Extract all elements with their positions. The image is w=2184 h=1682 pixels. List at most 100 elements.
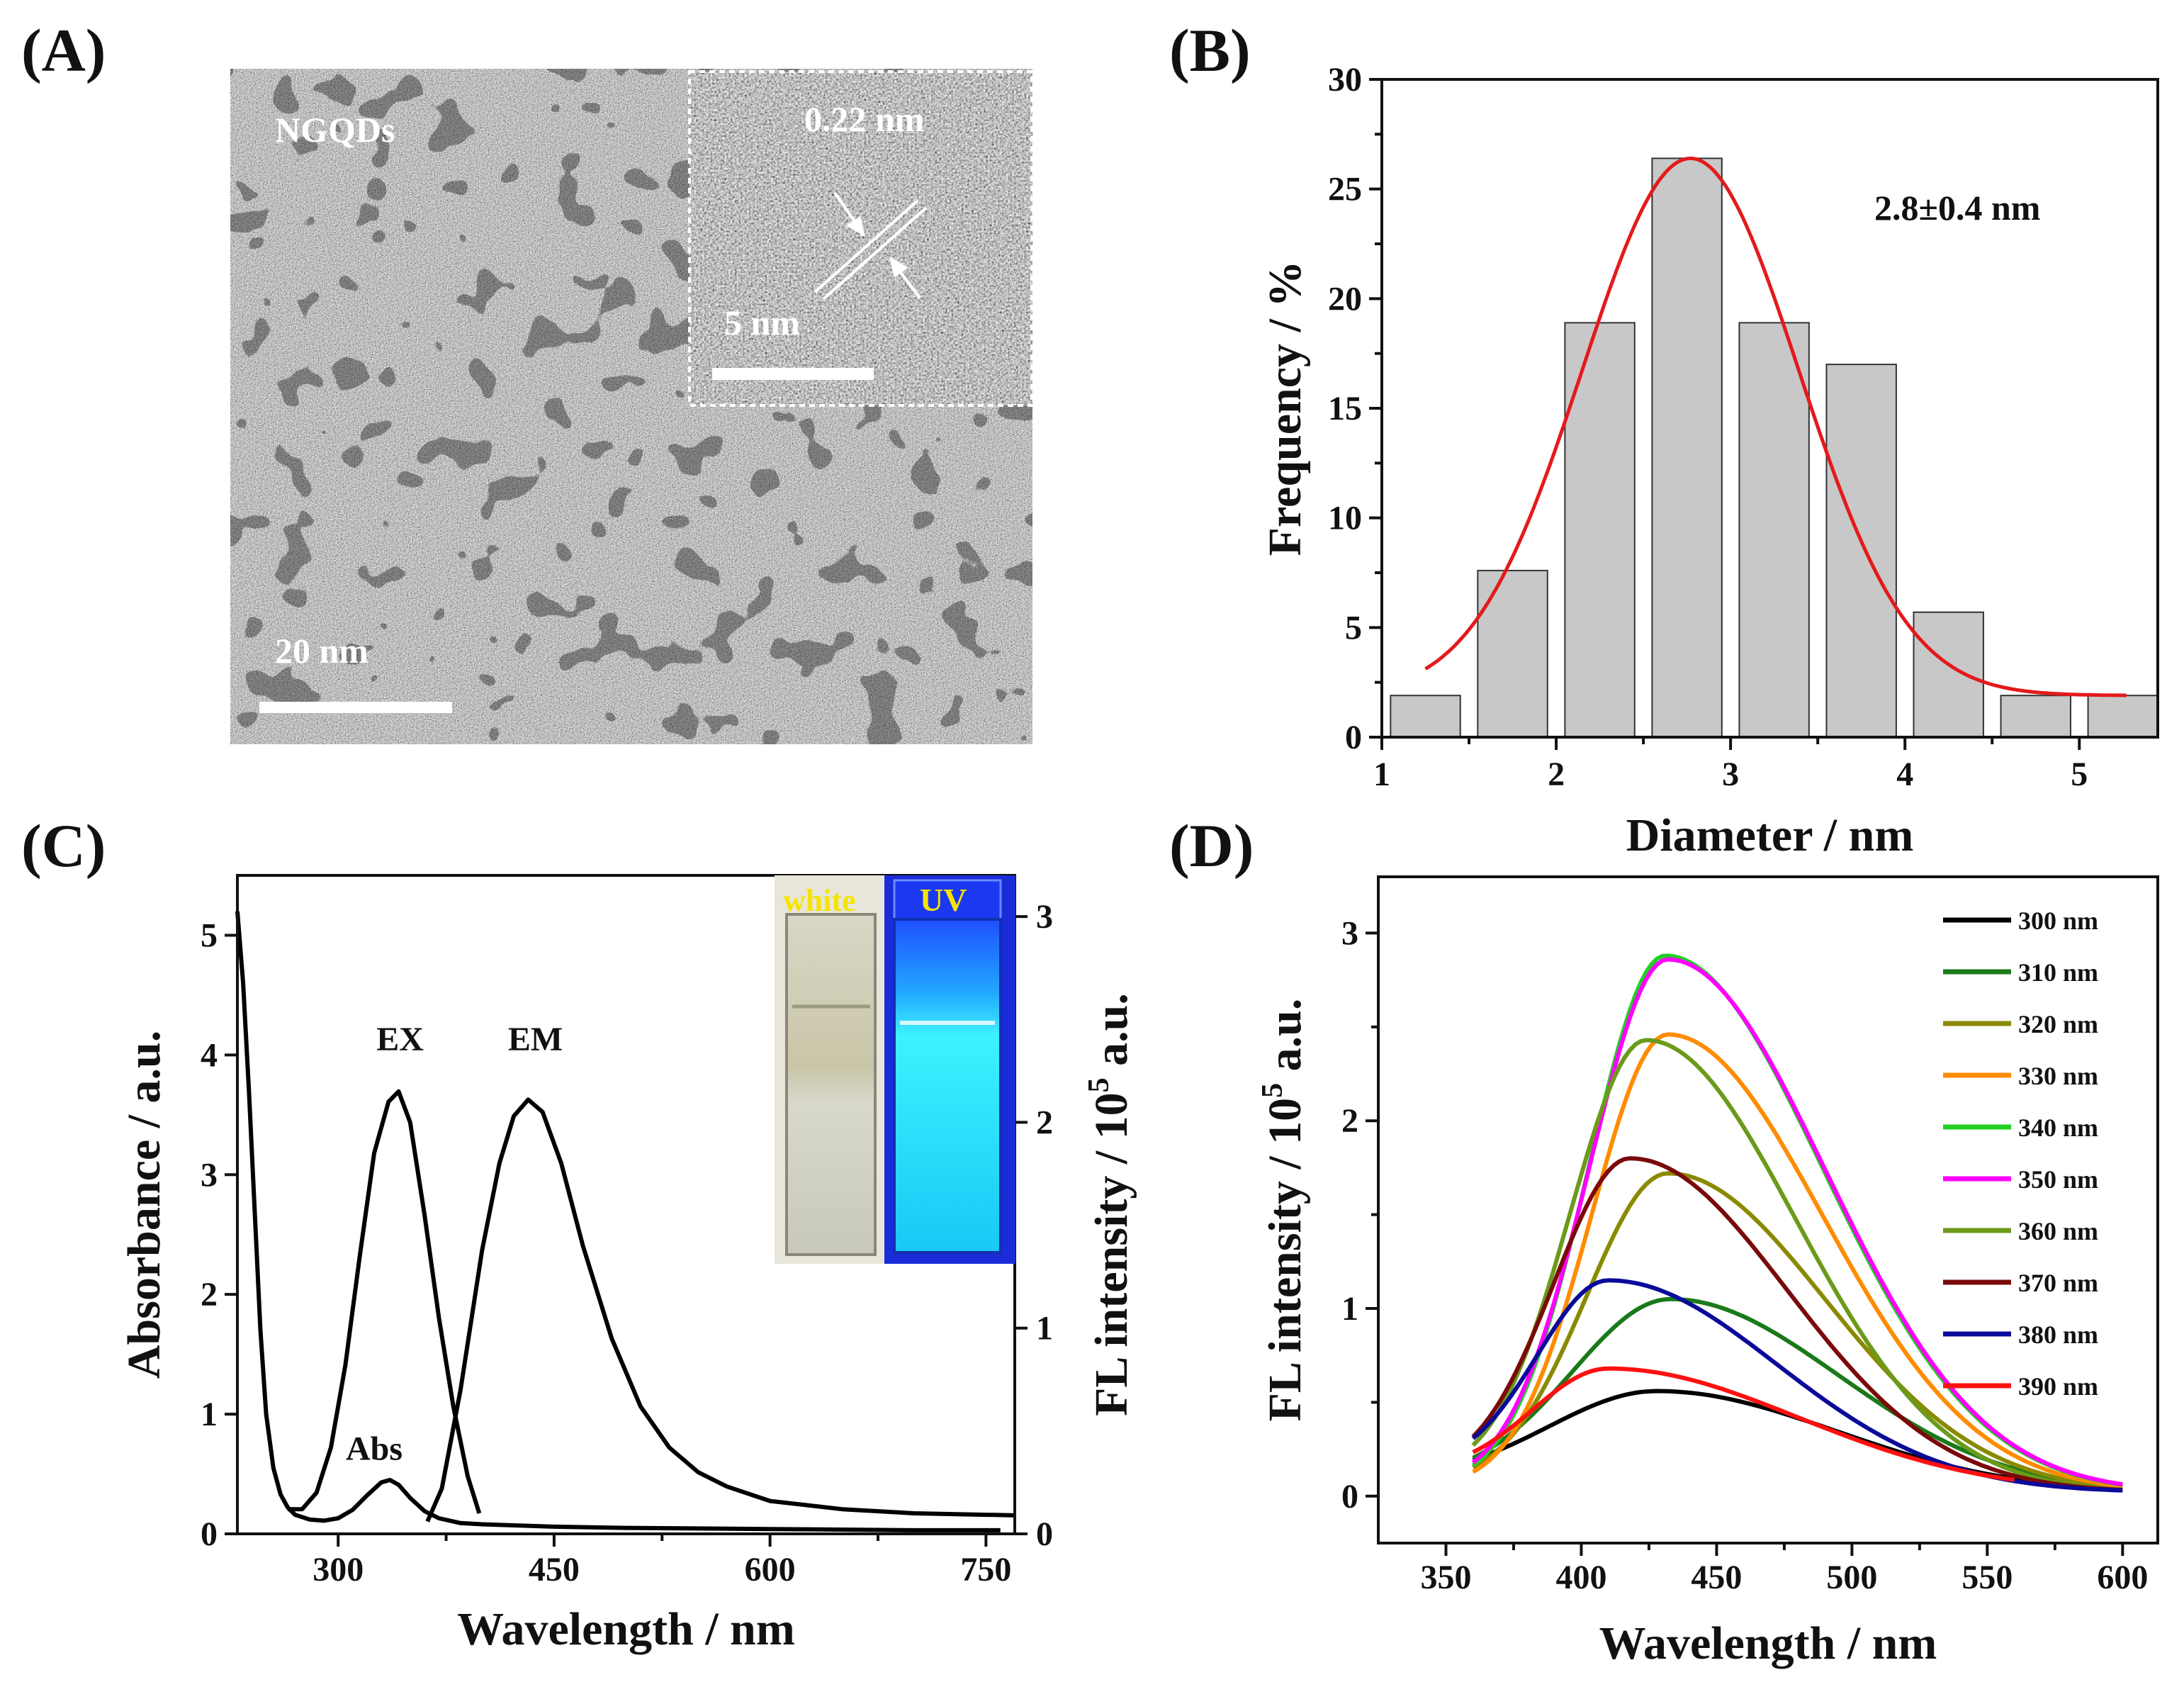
inset-scale-bar xyxy=(712,368,874,380)
legend-label: 360 nm xyxy=(2018,1217,2098,1245)
y-right-tick-label: 3 xyxy=(1036,898,1053,936)
series-em-line xyxy=(425,1097,1015,1523)
y-left-tick-label: 5 xyxy=(201,916,218,954)
legend: 300 nm 310 nm 320 nm 330 nm 340 nm 350 nm 360 … xyxy=(1943,907,2098,1401)
histogram-bar xyxy=(1825,364,1897,738)
histogram-bar xyxy=(1738,322,1810,738)
y-tick-label: 2 xyxy=(1341,1102,1358,1140)
lattice-spacing-label: 0.22 nm xyxy=(804,99,924,139)
y-left-tick-label: 0 xyxy=(201,1515,218,1553)
y-left-tick-label: 4 xyxy=(201,1036,218,1074)
y-left-tick-label: 1 xyxy=(201,1396,218,1433)
legend-label: 300 nm xyxy=(2018,907,2098,935)
x-tick-label: 1 xyxy=(1373,756,1390,793)
histogram-bar xyxy=(1477,569,1548,739)
x-tick-label: 750 xyxy=(960,1551,1011,1588)
lattice-fringe-lines xyxy=(814,199,928,301)
series-ex-line xyxy=(288,1089,482,1514)
chart-b: 1 2 3 4 5 0 5 10 15 20 25 30 Diameter / nm Frequency … xyxy=(1259,61,2159,861)
x-tick-label: 3 xyxy=(1722,756,1739,793)
y-tick-label: 15 xyxy=(1328,390,1362,427)
panel-d: (D) 350 400 450 500 550 600 0 1 2 3 Wavelength / n… xyxy=(1169,812,2159,1669)
histogram-bar xyxy=(1564,322,1636,738)
y-right-axis-title: FL intensity / 105 a.u. xyxy=(1083,993,1137,1416)
x-tick-label: 2 xyxy=(1548,756,1565,793)
y-right-tick-label: 2 xyxy=(1036,1104,1053,1141)
size-annotation: 2.8±0.4 nm xyxy=(1874,188,2040,228)
x-axis-title: Diameter / nm xyxy=(1626,809,1914,861)
legend-label: 310 nm xyxy=(2018,958,2098,987)
panel-d-label: (D) xyxy=(1169,812,1254,880)
legend-label: 350 nm xyxy=(2018,1165,2098,1194)
legend-label: 320 nm xyxy=(2018,1010,2098,1038)
annotation-abs: Abs xyxy=(346,1430,403,1467)
emission-curve-350-nm xyxy=(1471,957,2123,1487)
sample-label: NGQDs xyxy=(275,110,395,150)
cuvette-photo-inset: white UV xyxy=(775,875,1015,1264)
x-tick-label: 450 xyxy=(1691,1559,1742,1596)
histogram-bar xyxy=(2087,695,2158,739)
y-tick-label: 30 xyxy=(1328,61,1362,99)
hrtem-inset: 0.22 nm 5 nm xyxy=(688,70,1033,407)
x-tick-label: 550 xyxy=(1961,1559,2013,1596)
x-tick-label: 5 xyxy=(2071,756,2088,793)
annotation-em: EM xyxy=(508,1021,563,1058)
panel-b: (B) 1 2 3 4 5 0 5 10 15 20 25 30 Diameter / nm Freque… xyxy=(1169,16,2159,861)
x-tick-label: 600 xyxy=(745,1551,796,1588)
y-axis-title: FL intensity / 105 a.u. xyxy=(1256,999,1311,1422)
y-right-tick-label: 0 xyxy=(1036,1515,1053,1553)
legend-label: 380 nm xyxy=(2018,1321,2098,1349)
panel-c-label: (C) xyxy=(21,812,106,880)
x-axis-title: Wavelength / nm xyxy=(1599,1617,1937,1669)
histogram-bar xyxy=(1651,157,1723,739)
chart-d: 350 400 450 500 550 600 0 1 2 3 Wavelength / nm FL … xyxy=(1256,875,2159,1669)
panel-b-label: (B) xyxy=(1169,16,1251,84)
annotation-ex: EX xyxy=(376,1021,424,1058)
series-abs-line xyxy=(235,911,1001,1532)
emission-curve-310-nm xyxy=(1472,1296,2123,1490)
y-tick-label: 25 xyxy=(1328,171,1362,208)
y-tick-label: 3 xyxy=(1341,914,1358,952)
vial-uv-light xyxy=(893,918,1002,1254)
panel-a-label: (A) xyxy=(21,16,106,84)
x-tick-label: 400 xyxy=(1555,1559,1606,1596)
emission-curve-390-nm xyxy=(1472,1366,2015,1482)
x-tick-label: 300 xyxy=(313,1551,364,1588)
emission-curve-320-nm xyxy=(1472,1171,2123,1490)
y-left-axis-title: Absorbance / a.u. xyxy=(118,1031,170,1379)
histogram-bar xyxy=(1390,695,1461,739)
vial-white-light xyxy=(785,913,877,1256)
x-tick-label: 350 xyxy=(1420,1559,1471,1596)
scale-bar xyxy=(259,702,452,713)
emission-curve-370-nm xyxy=(1471,1156,2123,1493)
inset-uv-label: UV xyxy=(920,882,967,918)
panel-a: (A) NGQDs 20 nm 0.22 nm 5 nm xyxy=(21,16,1033,744)
legend-label: 330 nm xyxy=(2018,1062,2098,1090)
y-axis-title: Frequency / % xyxy=(1259,261,1311,556)
legend-label: 340 nm xyxy=(2018,1114,2098,1142)
y-left-tick-label: 3 xyxy=(201,1156,218,1194)
y-tick-label: 20 xyxy=(1328,280,1362,318)
y-tick-label: 10 xyxy=(1328,500,1362,537)
x-tick-label: 600 xyxy=(2097,1559,2148,1596)
y-tick-label: 1 xyxy=(1341,1290,1358,1328)
histogram-bar xyxy=(1913,611,1984,738)
x-axis-title: Wavelength / nm xyxy=(457,1603,795,1655)
x-tick-label: 4 xyxy=(1896,756,1913,793)
histogram-bar xyxy=(2000,695,2071,739)
y-right-tick-label: 1 xyxy=(1036,1310,1053,1347)
gaussian-fit-line xyxy=(1424,156,2127,697)
y-tick-label: 5 xyxy=(1345,609,1362,646)
x-tick-label: 500 xyxy=(1826,1559,1877,1596)
fringe-arrows xyxy=(833,191,921,299)
emission-curve-360-nm xyxy=(1471,1038,2123,1492)
x-tick-label: 450 xyxy=(529,1551,580,1588)
plot-frame xyxy=(1377,875,2159,1544)
scale-bar-label: 20 nm xyxy=(275,631,368,671)
y-tick-label: 0 xyxy=(1345,719,1362,756)
legend-label: 370 nm xyxy=(2018,1269,2098,1297)
y-left-tick-label: 2 xyxy=(201,1276,218,1313)
y-tick-label: 0 xyxy=(1341,1478,1358,1515)
